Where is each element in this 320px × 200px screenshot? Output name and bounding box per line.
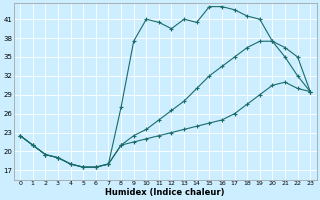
X-axis label: Humidex (Indice chaleur): Humidex (Indice chaleur) [106, 188, 225, 197]
